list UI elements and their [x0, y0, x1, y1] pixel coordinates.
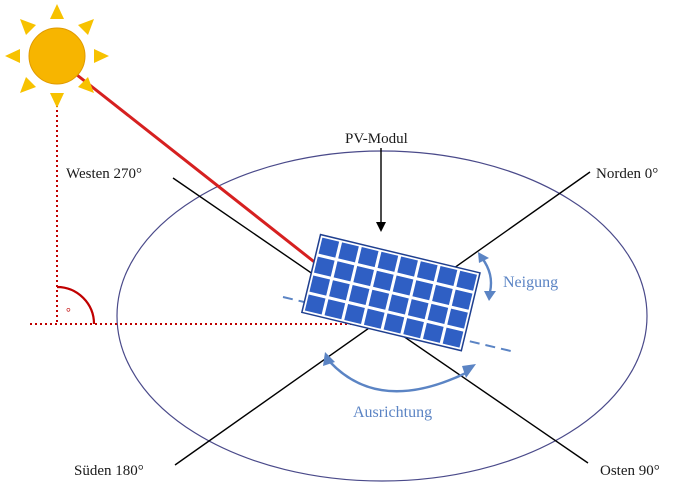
panel-cell	[317, 236, 341, 259]
west-label: Westen 270°	[66, 166, 142, 182]
panel-cell	[441, 326, 465, 349]
panel-cell	[332, 260, 356, 283]
panel-cell	[356, 245, 380, 269]
panel-cell	[450, 288, 474, 311]
panel-cell	[343, 302, 367, 326]
panel-cell	[391, 274, 415, 297]
azimuth-arrowhead-left	[323, 352, 335, 366]
pv-module-pointer-arrowhead	[376, 222, 386, 232]
panel-cell	[376, 250, 400, 274]
tilt-arrowhead-bottom	[484, 291, 496, 301]
panel-cell	[386, 293, 411, 316]
panel-cell	[396, 255, 420, 278]
tilt-arrowhead-top	[478, 252, 489, 263]
azimuth-label: Ausrichtung	[353, 404, 432, 421]
panel-cell	[382, 312, 406, 335]
panel-cell	[430, 283, 454, 307]
panel-cell	[421, 321, 445, 345]
azimuth-arc	[329, 361, 469, 393]
panel-cell	[327, 279, 351, 302]
panel-cell	[371, 269, 395, 293]
panel-cell	[303, 293, 327, 316]
panel-cell	[367, 288, 391, 311]
panel-cell	[426, 302, 450, 326]
solar-panel-icon	[300, 233, 481, 352]
panel-cell	[347, 283, 371, 307]
panel-cell	[352, 264, 376, 288]
sun-ray-line	[76, 73, 323, 270]
panel-cell	[308, 274, 332, 297]
panel-cell	[312, 255, 336, 278]
azimuth-arrowhead-right	[462, 364, 476, 378]
sun-icon	[5, 4, 109, 108]
east-label: Osten 90°	[600, 463, 660, 479]
panel-cell	[323, 298, 347, 321]
panel-cell	[406, 297, 430, 321]
pv-module-label: PV-Modul	[345, 131, 408, 147]
horizon-ellipse	[116, 150, 648, 482]
panel-cell	[411, 278, 435, 302]
panel-cell	[446, 307, 470, 330]
panel-cell	[435, 264, 459, 288]
panel-cell	[402, 316, 426, 340]
panel-cell	[455, 269, 479, 292]
panel-cell	[362, 307, 386, 330]
north-label: Norden 0°	[596, 166, 658, 182]
elevation-angle-arc	[56, 285, 96, 325]
elevation-angle-label: °	[66, 305, 71, 319]
tilt-arrow	[481, 257, 493, 293]
tilt-label: Neigung	[503, 274, 558, 291]
south-label: Süden 180°	[74, 463, 144, 479]
panel-cell	[337, 241, 361, 264]
panel-cell	[415, 260, 439, 283]
